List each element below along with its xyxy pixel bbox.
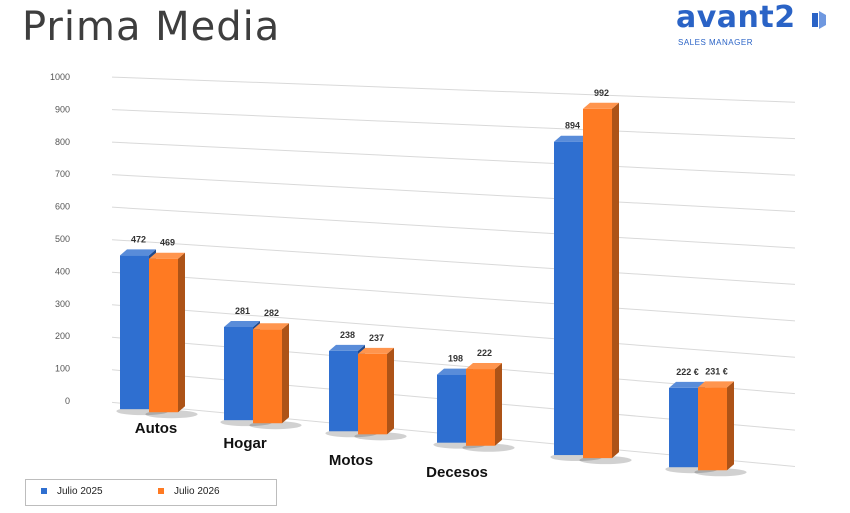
page-title: Prima Media bbox=[22, 4, 281, 50]
bar-top-2-1 bbox=[358, 347, 394, 354]
data-label-0-0: 472 bbox=[131, 234, 146, 244]
chart-legend: Julio 2025 Julio 2026 bbox=[25, 479, 277, 506]
legend-swatch-series-1 bbox=[158, 488, 164, 495]
gridline-7 bbox=[111, 174, 796, 213]
bar-top-1-0 bbox=[224, 320, 260, 327]
legend-item-series-0: Julio 2025 bbox=[41, 486, 103, 497]
bar-1-0 bbox=[224, 326, 253, 421]
data-label-5-0: 222 € bbox=[676, 367, 699, 377]
bar-side-5-1 bbox=[727, 381, 734, 471]
y-tick-label-2: 200 bbox=[55, 331, 70, 341]
data-label-1-1: 282 bbox=[264, 308, 279, 318]
y-tick-label-9: 900 bbox=[55, 104, 70, 114]
data-label-2-0: 238 bbox=[340, 330, 355, 340]
category-label-3: Decesos bbox=[426, 464, 488, 480]
gridline-5 bbox=[111, 239, 796, 285]
data-label-4-1: 992 bbox=[594, 88, 609, 98]
bar-chart: 0 100 200 300 400 500 600 700 800 900 1000 472 469 Au… bbox=[50, 72, 796, 480]
bar-top-4-0 bbox=[554, 135, 590, 142]
y-tick-label-1: 100 bbox=[55, 364, 70, 374]
legend-label-series-1: Julio 2026 bbox=[174, 486, 220, 497]
bar-5-0 bbox=[669, 387, 698, 468]
bar-top-0-0 bbox=[120, 249, 156, 256]
category-label-2: Motos bbox=[329, 452, 373, 469]
logo-tagline: SALES MANAGER bbox=[678, 38, 753, 47]
bar-4-1 bbox=[583, 108, 612, 459]
bar-3-1 bbox=[466, 369, 495, 446]
y-tick-label-4: 400 bbox=[55, 266, 70, 276]
data-label-1-0: 281 bbox=[235, 306, 250, 316]
bar-3-0 bbox=[437, 374, 466, 443]
data-label-0-1: 469 bbox=[160, 238, 175, 248]
data-label-2-1: 237 bbox=[369, 333, 384, 343]
y-tick-label-0: 0 bbox=[65, 396, 70, 406]
bar-4-0 bbox=[554, 141, 583, 456]
y-tick-label-7: 700 bbox=[55, 169, 70, 179]
bar-0-0 bbox=[120, 255, 149, 410]
data-label-3-0: 198 bbox=[448, 354, 463, 364]
bar-top-5-0 bbox=[669, 381, 705, 388]
gridline-9 bbox=[111, 109, 796, 140]
bar-side-3-1 bbox=[495, 363, 502, 446]
category-label-4: Salud bbox=[542, 479, 583, 480]
y-tick-label-5: 500 bbox=[55, 234, 70, 244]
bar-5-1 bbox=[698, 387, 727, 471]
bar-side-2-1 bbox=[387, 347, 394, 435]
y-tick-label-3: 300 bbox=[55, 299, 70, 309]
bar-top-0-1 bbox=[149, 252, 185, 259]
bar-top-3-1 bbox=[466, 363, 502, 370]
data-label-3-1: 222 bbox=[477, 348, 492, 358]
bar-side-0-1 bbox=[178, 252, 185, 413]
bar-top-5-1 bbox=[698, 381, 734, 388]
bar-0-1 bbox=[149, 258, 178, 413]
bar-2-1 bbox=[358, 353, 387, 435]
bar-top-1-1 bbox=[253, 323, 289, 330]
gridline-6 bbox=[111, 206, 796, 249]
legend-label-series-0: Julio 2025 bbox=[57, 486, 103, 497]
y-tick-label-10: 1000 bbox=[50, 72, 70, 82]
brand-logo: avant2 SALES MANAGER bbox=[672, 0, 832, 52]
bar-top-4-1 bbox=[583, 102, 619, 109]
logo-mark-icon bbox=[812, 11, 826, 29]
logo-wordmark: avant2 bbox=[676, 0, 796, 35]
bar-side-4-1 bbox=[612, 102, 619, 459]
gridline-4 bbox=[111, 271, 796, 322]
data-label-4-0: 894 bbox=[565, 121, 580, 131]
y-tick-label-8: 800 bbox=[55, 137, 70, 147]
gridline-8 bbox=[111, 141, 796, 176]
y-tick-label-6: 600 bbox=[55, 202, 70, 212]
bar-1-1 bbox=[253, 329, 282, 424]
data-label-5-1: 231 € bbox=[705, 366, 728, 376]
bar-side-1-1 bbox=[282, 323, 289, 424]
gridline-10 bbox=[111, 76, 796, 103]
bar-2-0 bbox=[329, 350, 358, 432]
legend-swatch-series-0 bbox=[41, 488, 47, 495]
bar-top-2-0 bbox=[329, 344, 365, 351]
bar-top-3-0 bbox=[437, 368, 473, 375]
category-label-0: Autos bbox=[135, 420, 178, 437]
category-label-1: Hogar bbox=[223, 435, 267, 452]
legend-item-series-1: Julio 2026 bbox=[158, 486, 220, 497]
gridline-3 bbox=[111, 304, 796, 358]
